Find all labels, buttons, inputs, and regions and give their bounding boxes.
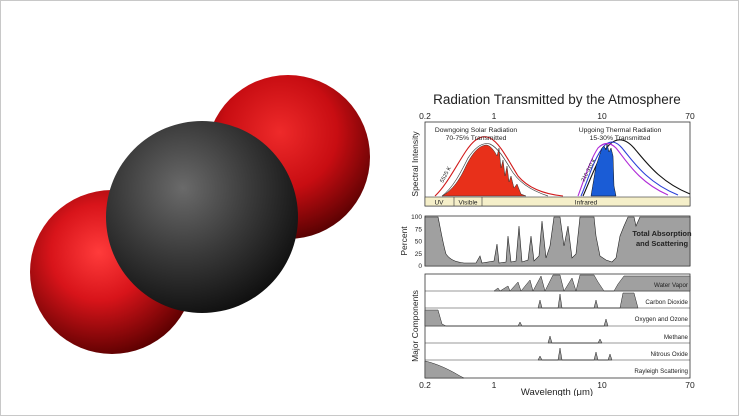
band-uv: UV: [434, 200, 444, 207]
thermal-subtitle: 15-30% Transmitted: [590, 135, 651, 142]
thermal-title: Upgoing Thermal Radiation: [579, 127, 662, 134]
figure-title: Radiation Transmitted by the Atmosphere: [433, 92, 681, 107]
top-tick: 70: [685, 111, 695, 121]
bottom-tick: 1: [492, 380, 497, 390]
carbon-atom: [106, 121, 298, 313]
nitrous-oxide-absorption: [537, 347, 613, 361]
thermal-curve-blue: [580, 141, 679, 197]
water-vapor-absorption: [493, 274, 691, 292]
absorption-label-line1: Total Absorption: [632, 229, 692, 238]
absorption-ytick: 100: [411, 214, 422, 221]
solar-outline-curve: [441, 143, 549, 197]
solar-subtitle: 70-75% Transmitted: [446, 135, 507, 142]
top-tick: 1: [492, 111, 497, 121]
absorption-ylabel: Percent: [399, 226, 409, 256]
carbon-dioxide-space-filling-model-icon: [30, 75, 370, 354]
absorption-ytick: 0: [418, 263, 422, 270]
solar-blackbody-curve: [434, 136, 564, 197]
absorption-label-line2: and Scattering: [636, 239, 689, 248]
rayleigh-scattering-absorption: [424, 360, 465, 379]
components-ylabel: Major Components: [410, 290, 420, 362]
absorption-ytick: 25: [415, 251, 423, 258]
component-label-carbon-dioxide: Carbon Dioxide: [645, 299, 688, 306]
thermal-curve-purple: [577, 142, 669, 197]
bottom-tick: 10: [597, 380, 607, 390]
absorption-ytick: 50: [415, 239, 423, 246]
component-label-rayleigh: Rayleigh Scattering: [634, 368, 688, 375]
xaxis-label: Wavelength (μm): [521, 387, 593, 396]
absorption-ytick: 75: [415, 227, 423, 234]
radiation-transmitted-figure: Radiation Transmitted by the Atmosphere …: [398, 86, 716, 396]
oxygen-ozone-absorption: [424, 309, 609, 327]
carbon-dioxide-absorption: [537, 292, 639, 309]
components-panel: Water Vapor Carbon Dioxide Oxygen and Oz…: [410, 273, 691, 379]
band-infrared: Infrared: [575, 200, 598, 207]
band-visible: Visible: [458, 200, 477, 207]
bottom-tick: 0.2: [419, 380, 431, 390]
component-label-oxygen-ozone: Oxygen and Ozone: [635, 316, 689, 323]
top-tick: 10: [597, 111, 607, 121]
component-label-nitrous-oxide: Nitrous Oxide: [651, 351, 689, 358]
component-label-water-vapor: Water Vapor: [654, 282, 688, 289]
solar-title: Downgoing Solar Radiation: [435, 127, 518, 134]
absorption-panel: Percent 100 75 50 25 0 Total Absorption …: [399, 214, 692, 270]
spectral-panel: Spectral Intensity Downgoing Solar Radia…: [410, 121, 691, 207]
bottom-tick: 70: [685, 380, 695, 390]
thermal-curve-black: [582, 139, 691, 197]
spectral-ylabel: Spectral Intensity: [410, 131, 420, 197]
wavelength-band-strip: [424, 196, 691, 207]
component-label-methane: Methane: [664, 334, 689, 341]
thermal-transmitted-fill: [590, 143, 617, 197]
solar-transmitted-fill: [441, 144, 527, 197]
top-tick: 0.2: [419, 111, 431, 121]
methane-absorption: [547, 335, 603, 344]
total-absorption-fill: [424, 216, 691, 267]
